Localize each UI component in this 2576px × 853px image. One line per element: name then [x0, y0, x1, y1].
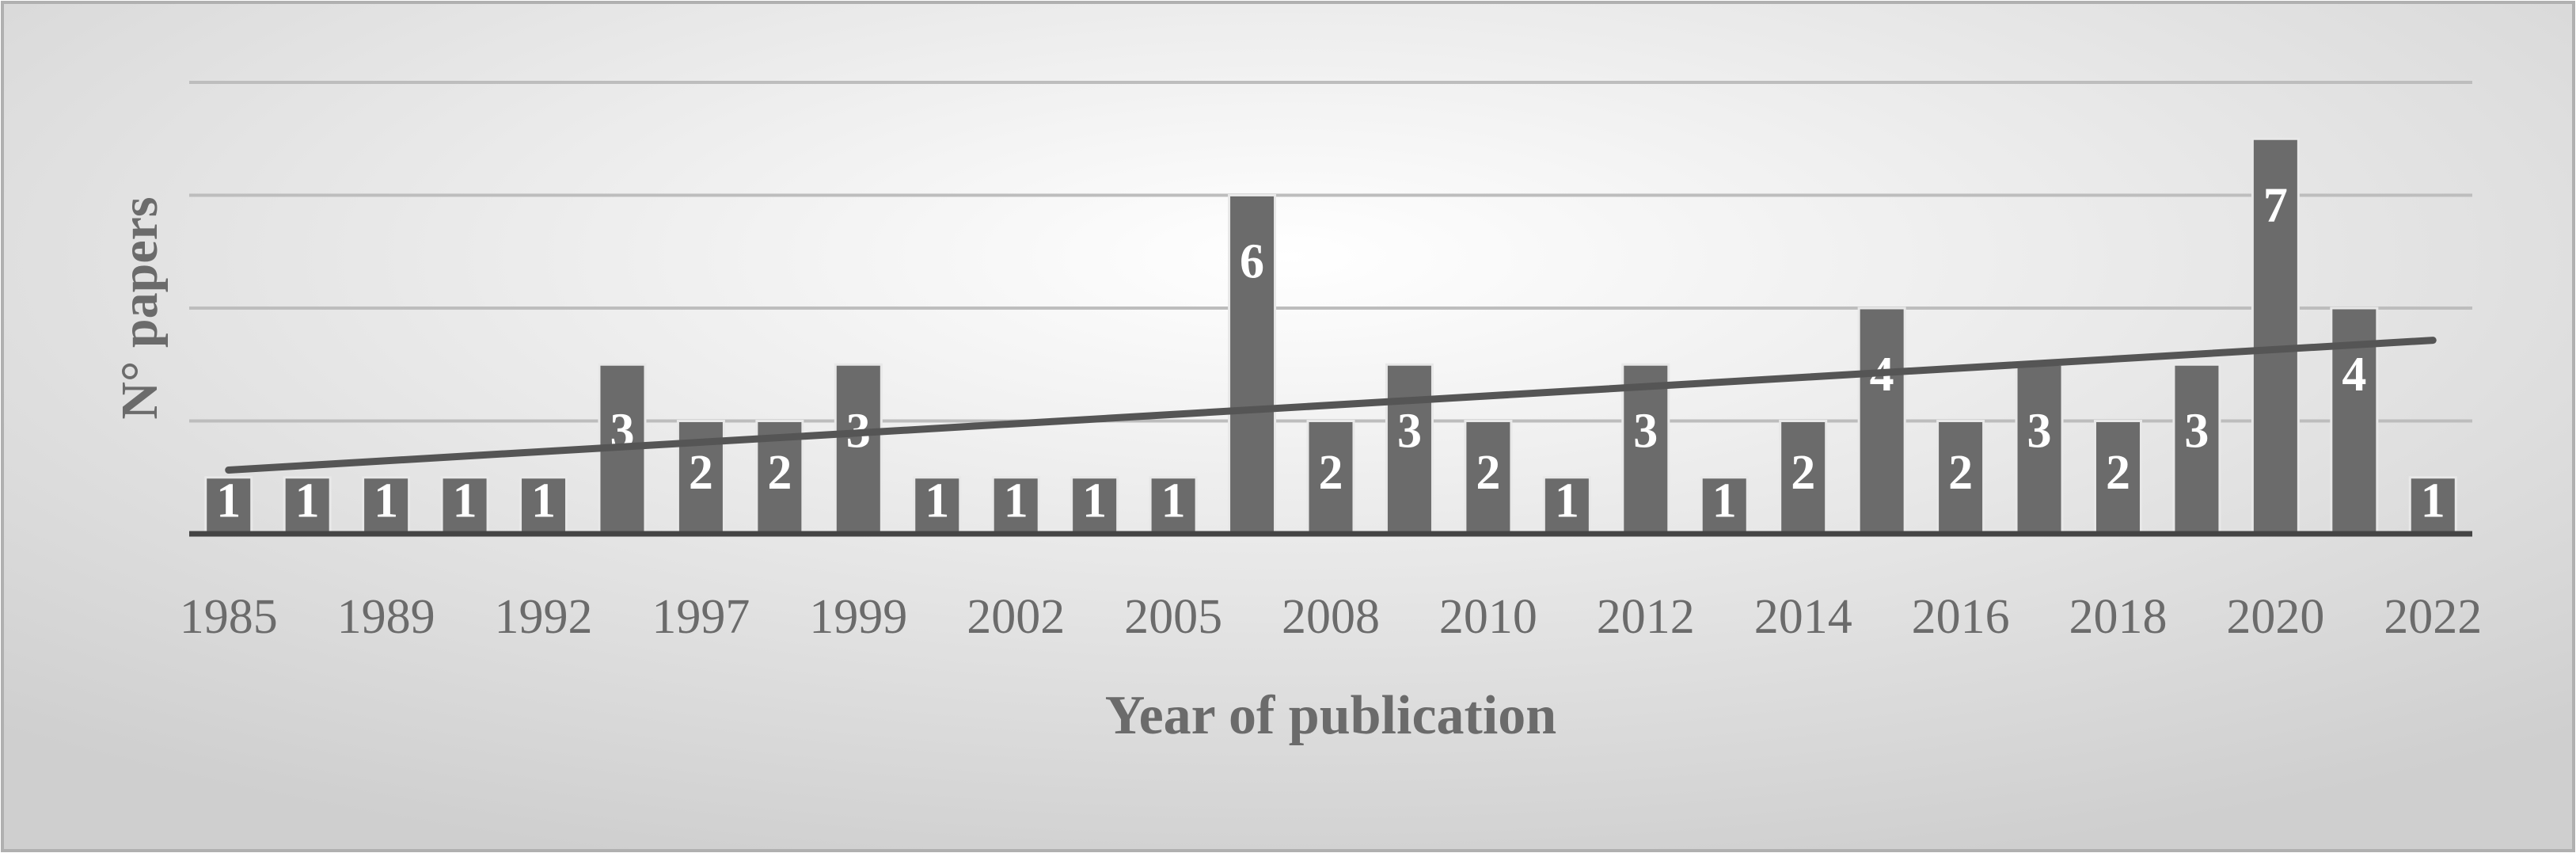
value-label: 2 [1948, 446, 1973, 500]
value-label: 1 [453, 474, 477, 528]
value-label: 4 [2342, 348, 2366, 402]
value-label: 1 [2421, 474, 2445, 528]
bar [1228, 194, 1277, 535]
bar [2251, 137, 2300, 535]
value-label: 2 [689, 446, 713, 500]
bar [1936, 420, 1985, 535]
value-label: 2 [767, 446, 792, 500]
x-tick-label: 2010 [1439, 590, 1537, 644]
bar [440, 476, 489, 535]
x-tick-label: 1989 [337, 590, 435, 644]
x-tick-label: 2008 [1282, 590, 1380, 644]
x-tick-label: 2005 [1124, 590, 1222, 644]
value-label: 1 [1161, 474, 1186, 528]
y-axis-title: N° papers [111, 196, 169, 419]
value-label: 2 [1319, 446, 1343, 500]
value-label: 1 [531, 474, 556, 528]
bar [1149, 476, 1198, 535]
x-tick-label: 1992 [495, 590, 593, 644]
value-label: 1 [1712, 474, 1737, 528]
value-label: 1 [295, 474, 320, 528]
x-tick-label: 1999 [809, 590, 907, 644]
value-label: 2 [1476, 446, 1500, 500]
value-label: 7 [2263, 178, 2288, 232]
value-label: 1 [1004, 474, 1028, 528]
bar [283, 476, 332, 535]
value-label: 1 [1082, 474, 1107, 528]
x-tick-label: 2016 [1912, 590, 2010, 644]
value-label: 1 [374, 474, 398, 528]
bar [519, 476, 568, 535]
bar [1857, 307, 1906, 535]
bar [2172, 363, 2221, 535]
x-tick-label: 2020 [2226, 590, 2324, 644]
bar [991, 476, 1040, 535]
x-tick-label: 2012 [1597, 590, 1695, 644]
value-label: 3 [2184, 404, 2209, 458]
x-tick-label: 2022 [2384, 590, 2482, 644]
value-label: 1 [216, 474, 241, 528]
value-label: 1 [925, 474, 949, 528]
bar [1621, 363, 1670, 535]
bar [1779, 420, 1828, 535]
bar [834, 363, 883, 535]
value-label: 2 [1791, 446, 1815, 500]
x-axis-title: Year of publication [1105, 685, 1556, 746]
value-label: 3 [1397, 404, 1422, 458]
bar [1464, 420, 1513, 535]
x-tick-label: 2002 [967, 590, 1065, 644]
x-tick-label: 1985 [180, 590, 278, 644]
x-tick-label: 2014 [1754, 590, 1852, 644]
value-label: 3 [2027, 404, 2052, 458]
x-tick-label: 2018 [2069, 590, 2167, 644]
x-tick-label: 1997 [652, 590, 750, 644]
bar [2015, 363, 2064, 535]
value-label: 1 [1555, 474, 1579, 528]
value-label: 3 [1633, 404, 1658, 458]
value-label: 2 [2106, 446, 2130, 500]
bar [1700, 476, 1749, 535]
trendline [225, 337, 2437, 474]
value-label: 6 [1240, 235, 1264, 289]
